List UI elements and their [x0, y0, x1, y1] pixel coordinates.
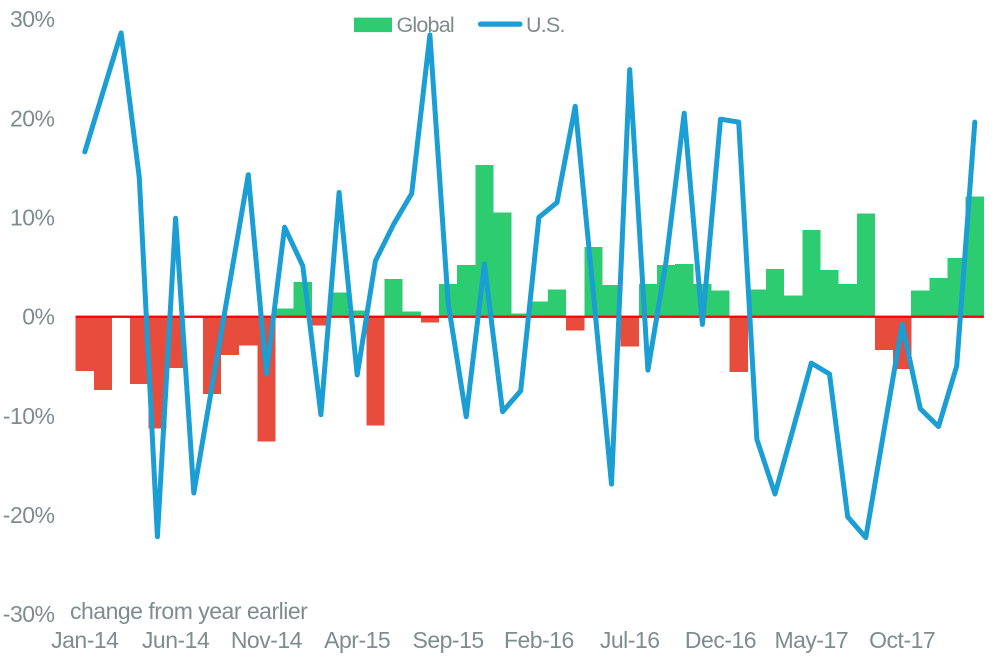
svg-text:Apr-15: Apr-15 — [324, 627, 390, 653]
svg-text:Jan-14: Jan-14 — [51, 627, 119, 653]
svg-text:Feb-16: Feb-16 — [504, 627, 574, 653]
svg-text:Jul-16: Jul-16 — [600, 627, 660, 653]
svg-text:-20%: -20% — [3, 502, 55, 528]
svg-text:0%: 0% — [22, 304, 54, 330]
svg-text:20%: 20% — [10, 105, 55, 131]
svg-text:change from year earlier: change from year earlier — [70, 598, 308, 624]
svg-text:Jun-14: Jun-14 — [142, 627, 210, 653]
svg-text:May-17: May-17 — [774, 627, 848, 653]
svg-text:Nov-14: Nov-14 — [231, 627, 303, 653]
svg-text:30%: 30% — [10, 6, 55, 32]
svg-text:Global: Global — [397, 13, 454, 37]
svg-text:U.S.: U.S. — [526, 13, 565, 37]
svg-text:Sep-15: Sep-15 — [413, 627, 484, 653]
svg-text:-10%: -10% — [3, 403, 55, 429]
svg-text:Dec-16: Dec-16 — [685, 627, 756, 653]
svg-text:Oct-17: Oct-17 — [869, 627, 935, 653]
svg-text:10%: 10% — [10, 205, 55, 231]
svg-text:-30%: -30% — [3, 601, 55, 627]
